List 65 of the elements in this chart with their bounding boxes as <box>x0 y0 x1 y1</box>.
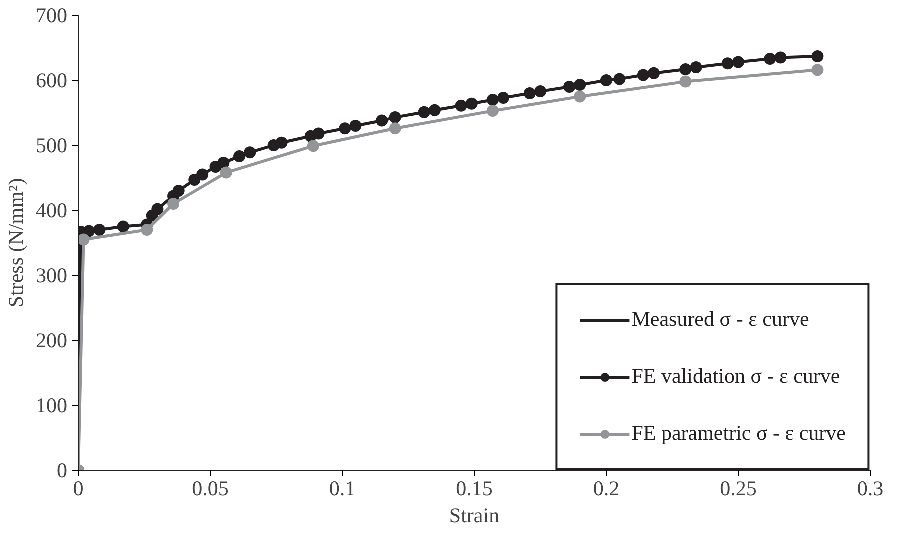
point <box>812 50 824 62</box>
point <box>389 112 402 124</box>
point <box>234 150 246 163</box>
point <box>218 157 230 170</box>
point <box>764 53 776 66</box>
point <box>600 74 612 86</box>
x-axis-title: Strain <box>449 504 500 528</box>
point <box>172 185 185 197</box>
point <box>307 140 320 152</box>
point <box>312 128 325 140</box>
point <box>376 114 388 127</box>
y-tick-label: 300 <box>36 264 68 288</box>
y-tick-label: 200 <box>36 328 68 352</box>
y-axis-title: Stress (N/mm²) <box>4 178 28 308</box>
x-tick-label: 0 <box>73 476 84 500</box>
point <box>350 120 362 132</box>
x-tick-label: 0.05 <box>192 476 229 500</box>
x-tick-label: 0.1 <box>329 476 356 500</box>
point <box>574 90 586 103</box>
y-tick-label: 500 <box>36 134 68 158</box>
y-tick-label: 400 <box>36 198 68 222</box>
point <box>339 122 352 135</box>
point <box>574 79 586 92</box>
point <box>486 94 499 106</box>
point <box>196 168 209 181</box>
point <box>389 122 402 135</box>
point <box>534 86 546 98</box>
x-tick-label: 0.2 <box>593 476 620 500</box>
point <box>152 203 164 216</box>
legend-label: FE parametric σ - ε curve <box>632 421 846 446</box>
point <box>94 224 106 236</box>
point <box>732 56 744 68</box>
x-tick-label: 0.25 <box>720 476 757 500</box>
point <box>637 69 650 82</box>
x-tick-label: 0.3 <box>857 476 884 500</box>
y-tick-label: 100 <box>36 394 68 418</box>
point <box>486 105 499 118</box>
legend-label: Measured σ - ε curve <box>632 307 810 332</box>
point <box>680 63 692 76</box>
point <box>722 58 734 70</box>
point <box>812 64 824 76</box>
point <box>680 76 692 88</box>
point <box>244 146 256 159</box>
point <box>168 198 180 210</box>
point <box>466 98 478 110</box>
point <box>614 73 626 86</box>
point <box>418 106 430 118</box>
point <box>498 92 510 104</box>
point <box>524 88 536 100</box>
point <box>455 100 468 112</box>
x-tick-label: 0.15 <box>456 476 493 500</box>
point <box>276 136 288 149</box>
y-tick-label: 0 <box>57 458 68 482</box>
point <box>141 224 154 236</box>
point <box>78 234 90 246</box>
point <box>220 166 232 179</box>
point <box>564 81 576 93</box>
point <box>690 62 702 74</box>
point <box>117 220 130 233</box>
legend-label: FE validation σ - ε curve <box>632 364 840 389</box>
point <box>774 52 787 64</box>
y-tick-label: 600 <box>36 68 68 92</box>
point <box>648 67 660 80</box>
y-tick-label: 700 <box>36 4 68 28</box>
point <box>428 104 441 116</box>
